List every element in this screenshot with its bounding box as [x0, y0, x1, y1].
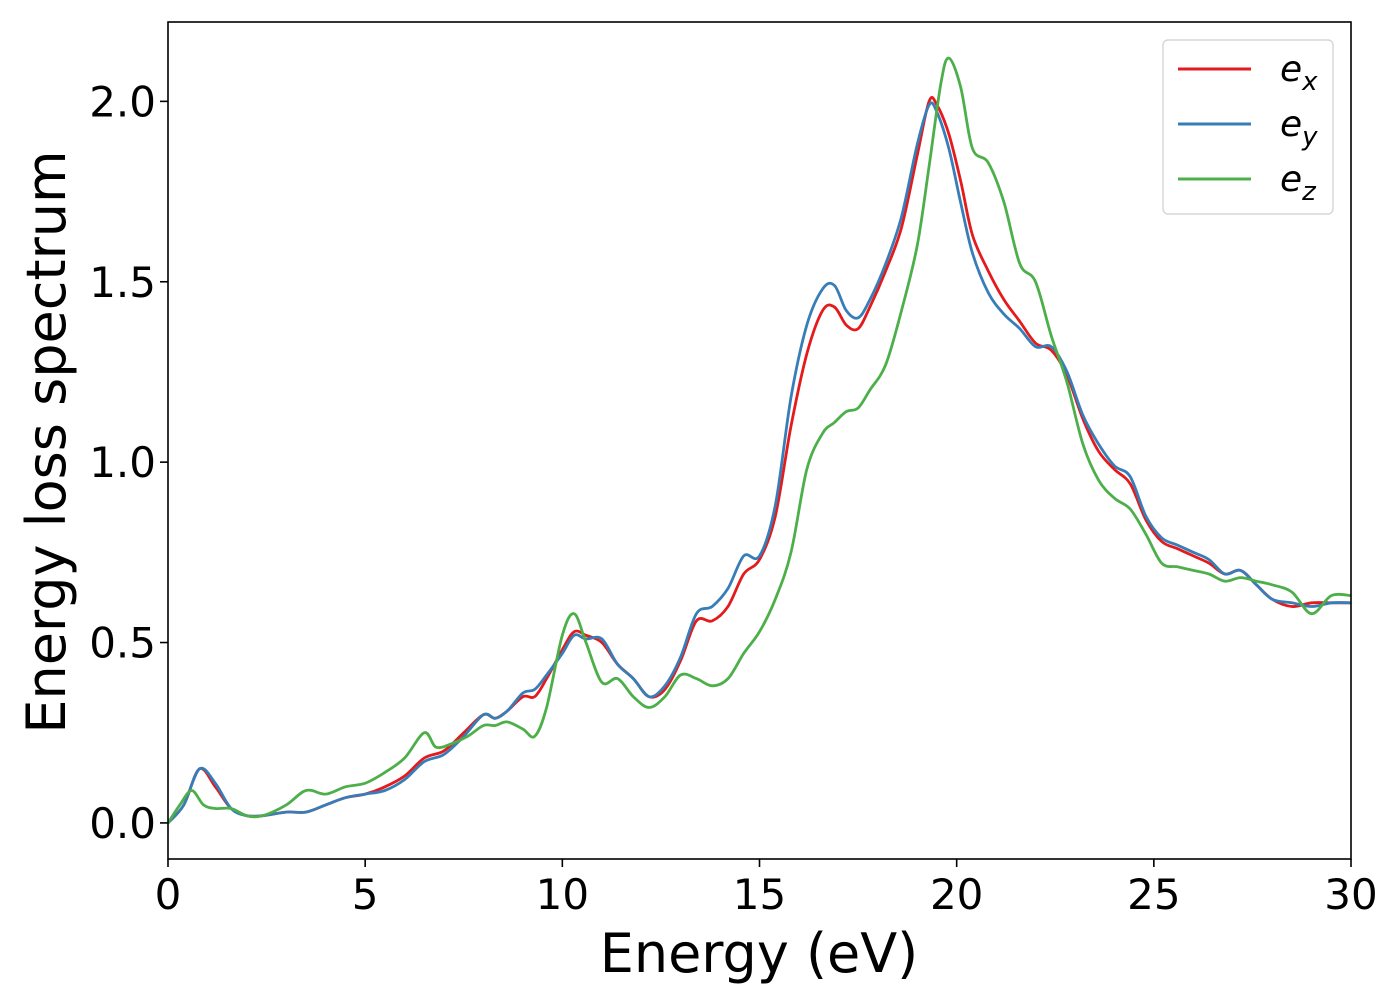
legend-label-ex: ex [1280, 49, 1318, 97]
x-tick-label: 15 [733, 870, 786, 919]
y-tick-label: 0.0 [89, 799, 156, 848]
x-tick-label: 25 [1127, 870, 1180, 919]
y-tick-label: 1.0 [89, 438, 156, 487]
y-tick-label: 0.5 [89, 619, 156, 668]
x-axis-label: Energy (eV) [600, 922, 919, 985]
y-axis-label: Energy loss spectrum [15, 150, 78, 733]
x-tick-label: 5 [352, 870, 379, 919]
legend: ex ey ez [1162, 39, 1334, 215]
series-line-ez [168, 56, 1351, 825]
y-tick-label: 2.0 [89, 77, 156, 126]
series-line-ey [168, 101, 1351, 825]
series-line-ex [168, 96, 1351, 825]
x-tick-label: 20 [930, 870, 983, 919]
y-tick-label: 1.5 [89, 258, 156, 307]
legend-box [1162, 39, 1334, 215]
legend-label-ez: ez [1280, 159, 1317, 207]
x-tick-label: 10 [536, 870, 589, 919]
legend-label-ey: ey [1280, 104, 1318, 152]
series-layer [168, 56, 1351, 825]
x-tick-label: 0 [155, 870, 182, 919]
x-tick-label: 30 [1324, 870, 1377, 919]
tick-layer: 0 5 10 15 20 25 30 0.0 0.5 1.0 1.5 2.0 [89, 77, 1378, 919]
